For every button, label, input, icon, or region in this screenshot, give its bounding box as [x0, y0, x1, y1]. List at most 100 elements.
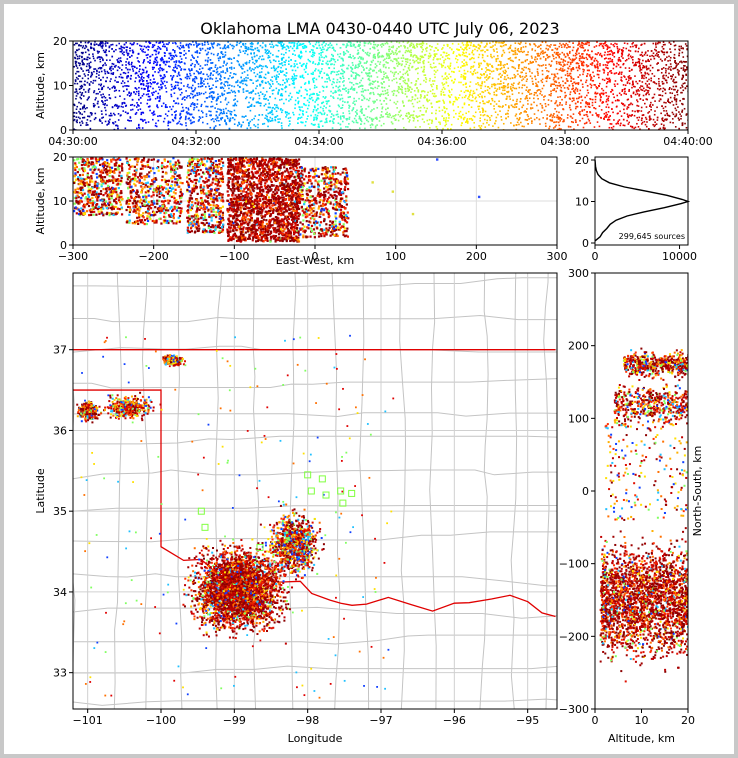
source-point [177, 81, 180, 84]
source-point [636, 99, 638, 101]
source-point [97, 106, 100, 108]
source-point [280, 98, 283, 101]
source-point [606, 113, 609, 116]
source-point [118, 67, 121, 69]
source-point [386, 75, 388, 77]
source-point [328, 60, 331, 63]
source-point [193, 65, 196, 68]
source-point [595, 86, 598, 88]
source-point [174, 87, 176, 90]
source-point [546, 69, 548, 72]
source-point [168, 41, 170, 44]
source-point [209, 110, 212, 113]
source-point [390, 52, 393, 55]
source-point [515, 113, 518, 116]
source-point [391, 79, 394, 82]
source-point [220, 52, 223, 55]
source-point [404, 90, 407, 93]
source-point [87, 89, 90, 92]
source-point [260, 80, 263, 83]
source-point [525, 66, 527, 69]
source-point [79, 85, 82, 88]
source-point [549, 119, 552, 121]
source-point [368, 79, 371, 82]
source-point [406, 73, 409, 76]
source-point [267, 54, 270, 57]
source-point [528, 118, 530, 120]
source-point [258, 50, 260, 53]
source-point [612, 111, 614, 114]
source-point [491, 66, 494, 68]
source-point [421, 42, 424, 44]
source-point [685, 114, 688, 116]
source-point [297, 118, 299, 121]
source-point [585, 64, 588, 66]
source-point [242, 64, 245, 67]
source-point [555, 53, 558, 55]
source-point [230, 58, 233, 61]
source-point [630, 94, 632, 97]
source-point [244, 47, 247, 49]
source-point [622, 49, 624, 52]
source-point [371, 61, 373, 64]
source-point [131, 43, 133, 46]
source-point [269, 59, 271, 62]
source-point [486, 49, 488, 51]
source-point [512, 60, 514, 63]
source-point [566, 44, 569, 46]
source-point [141, 95, 144, 97]
source-point [277, 41, 280, 44]
source-point [179, 93, 182, 96]
source-point [449, 46, 451, 49]
source-point [250, 42, 253, 45]
source-point [682, 89, 685, 92]
source-point [73, 65, 75, 68]
source-point [246, 74, 249, 76]
source-point [402, 77, 405, 79]
source-point [299, 117, 302, 119]
source-point [109, 118, 111, 121]
source-point [361, 112, 363, 114]
source-point [154, 97, 157, 100]
source-point [414, 68, 417, 71]
source-point [302, 121, 304, 124]
source-point [255, 87, 257, 90]
source-point [457, 97, 460, 99]
source-point [656, 63, 658, 65]
source-point [331, 127, 334, 129]
source-point [482, 102, 485, 105]
source-point [161, 86, 163, 88]
source-point [599, 52, 602, 55]
source-point [347, 41, 350, 43]
source-point [140, 111, 143, 114]
source-point [212, 92, 215, 94]
source-point [99, 41, 102, 44]
source-point [493, 50, 495, 52]
source-point [502, 93, 504, 96]
source-point [433, 66, 436, 69]
source-point [560, 64, 562, 66]
source-point [303, 83, 306, 85]
source-point [332, 86, 334, 89]
source-point [628, 53, 630, 56]
source-point [401, 91, 403, 93]
source-point [549, 115, 551, 117]
source-point [406, 47, 409, 49]
source-point [550, 94, 552, 97]
source-point [685, 85, 688, 87]
source-point [437, 49, 439, 51]
source-point [385, 113, 387, 115]
source-point [539, 123, 541, 125]
source-point [433, 92, 436, 95]
source-point [221, 116, 224, 119]
source-point [198, 93, 201, 96]
source-point [503, 85, 505, 87]
source-point [661, 50, 663, 53]
source-point [171, 85, 173, 88]
source-point [542, 64, 545, 66]
source-point [529, 89, 531, 91]
source-point [222, 87, 225, 90]
source-point [316, 114, 319, 117]
source-point [147, 75, 150, 77]
source-point [149, 79, 152, 81]
